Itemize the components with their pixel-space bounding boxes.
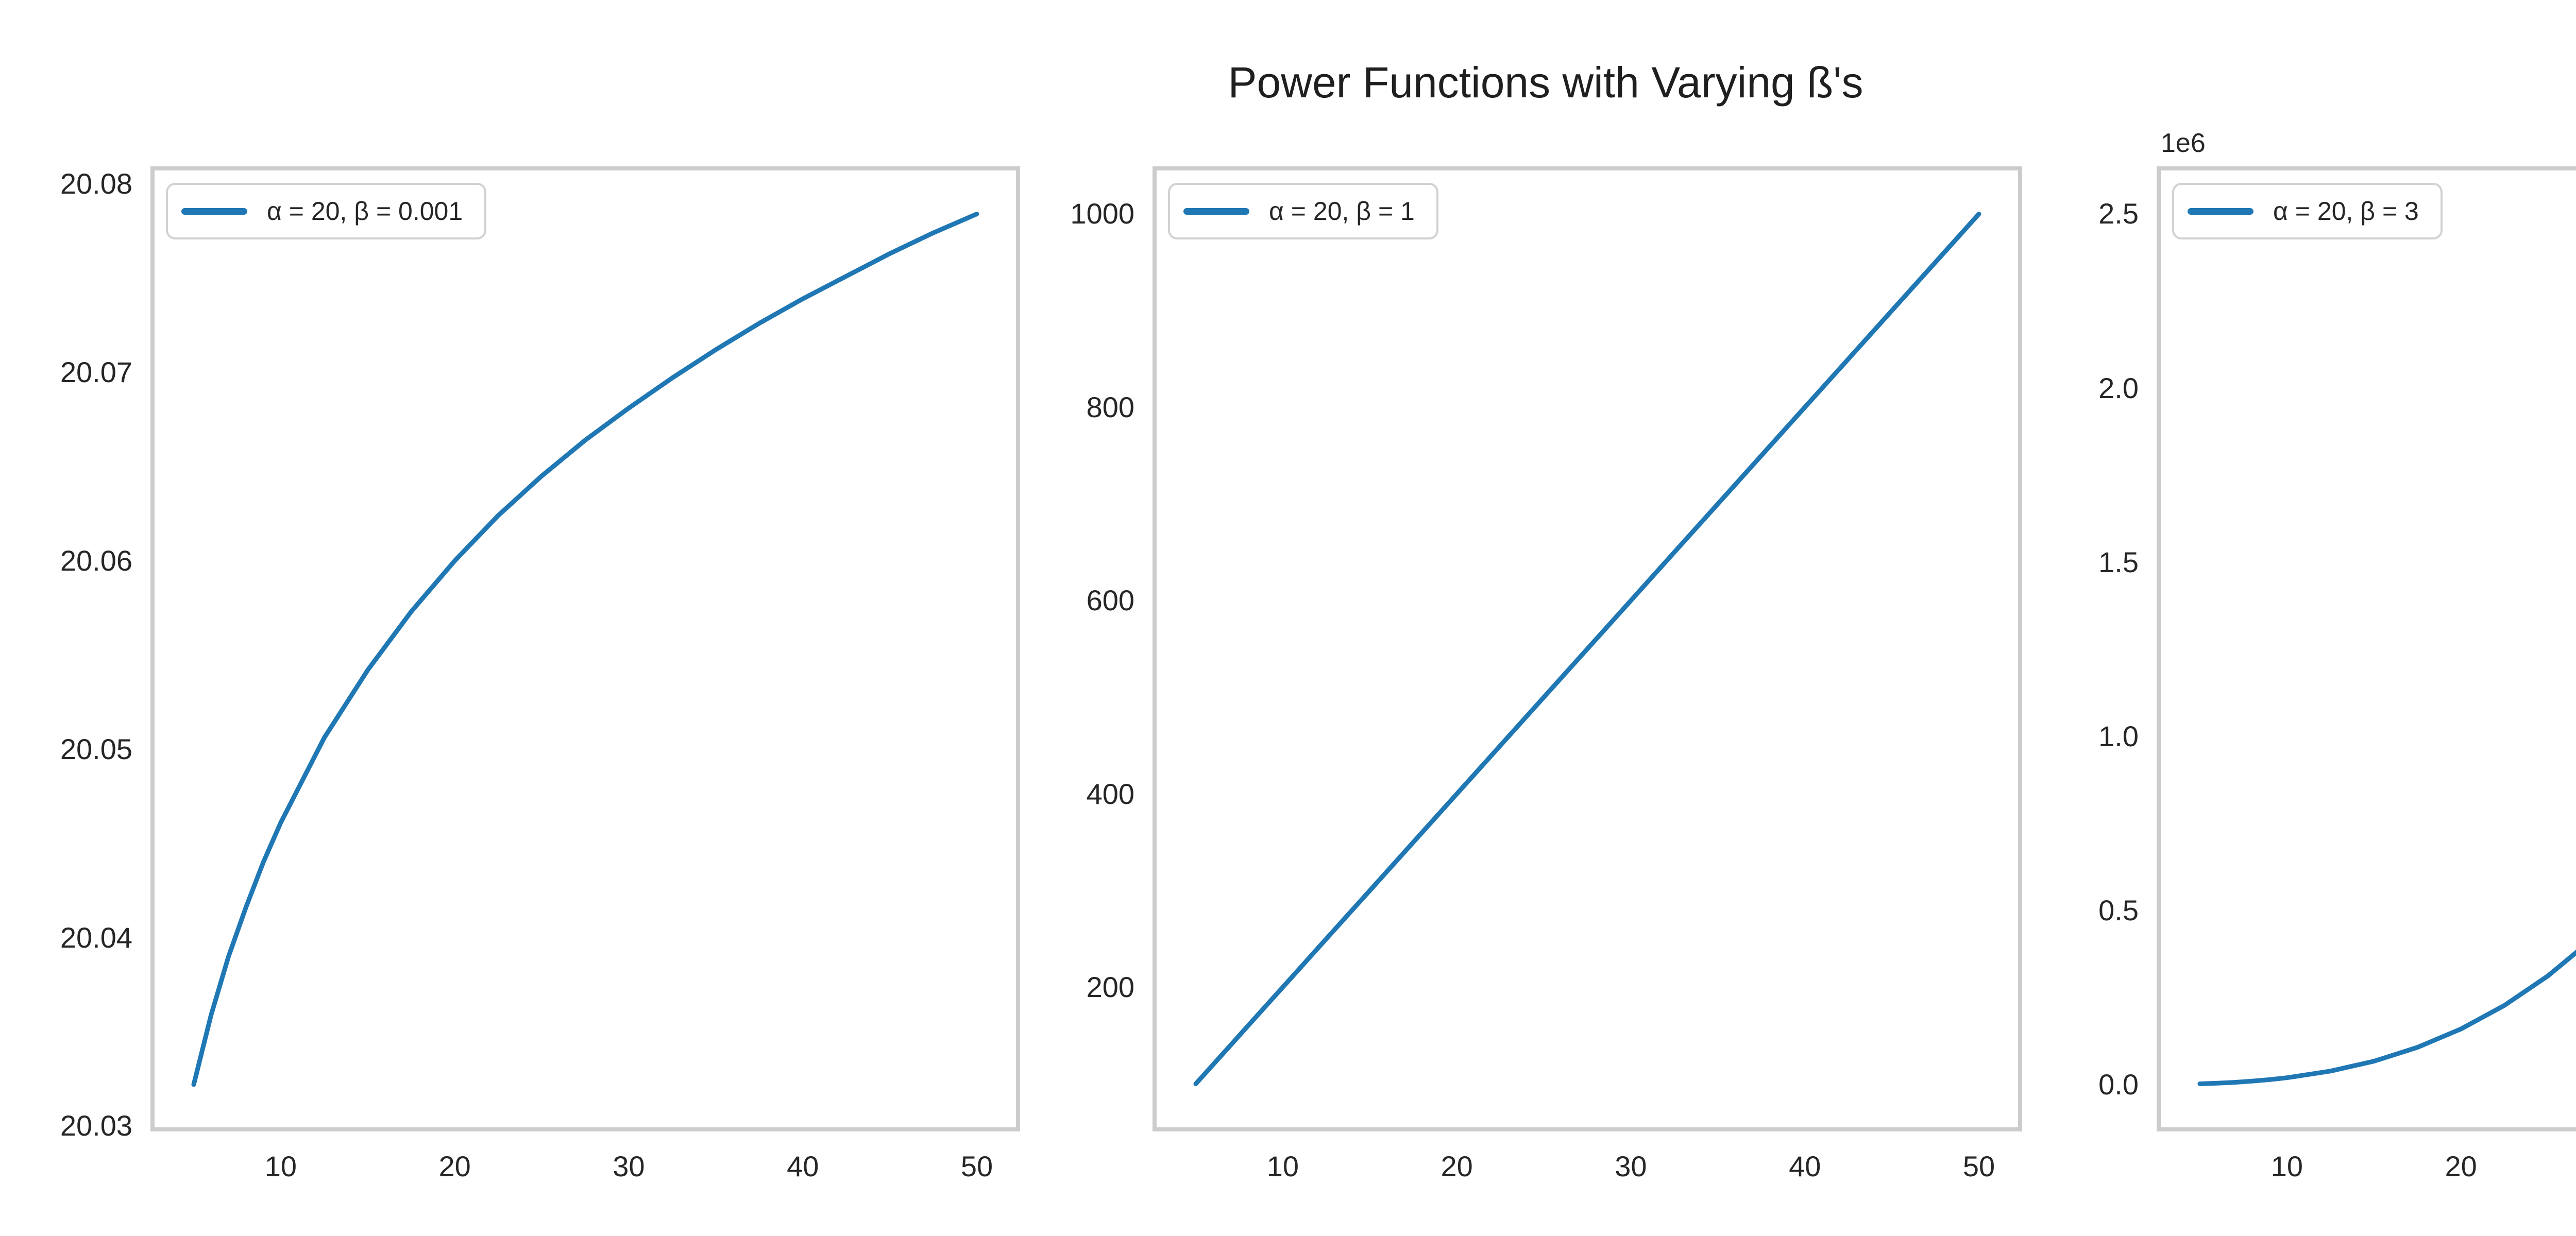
- y-axis-offset-label: 1e6: [2161, 128, 2206, 158]
- power-curve-beta-3: [2197, 949, 2576, 1086]
- legend-line-sample-icon: [1183, 208, 1249, 215]
- y-tick-label: 400: [1086, 777, 1134, 810]
- y-tick-label: 1.0: [2098, 719, 2139, 752]
- subplot-beta-3: α = 20, β = 3: [2157, 166, 2576, 1131]
- x-tick-label: 10: [264, 1150, 297, 1182]
- y-tick-label: 800: [1086, 390, 1134, 423]
- y-tick-label: 200: [1086, 970, 1134, 1003]
- legend-box: α = 20, β = 0.001: [166, 183, 487, 239]
- y-tick-label: 20.07: [60, 355, 132, 388]
- y-tick-label: 1.5: [2098, 545, 2139, 578]
- y-tick-label: 0.0: [2098, 1068, 2139, 1101]
- figure-title: Power Functions with Varying ß's: [1228, 58, 1863, 107]
- y-tick-label: 20.04: [60, 921, 132, 954]
- y-tick-label: 600: [1086, 584, 1134, 617]
- x-tick-label: 10: [2270, 1150, 2303, 1182]
- legend-box: α = 20, β = 1: [1168, 183, 1438, 239]
- x-tick-label: 10: [1266, 1150, 1299, 1182]
- x-tick-label: 30: [2573, 1151, 2576, 1182]
- x-tick-label: 30: [613, 1150, 645, 1182]
- x-tick-label: 50: [960, 1150, 993, 1182]
- x-tick-label: 40: [787, 1150, 819, 1182]
- y-tick-label: 1000: [1070, 197, 1134, 230]
- y-tick-label: 2.0: [2098, 371, 2139, 404]
- legend-line-sample-icon: [181, 208, 247, 215]
- y-tick-label: 2.5: [2098, 197, 2139, 230]
- subplot-beta-1: α = 20, β = 1: [1153, 166, 2022, 1131]
- y-tick-label: 20.08: [60, 167, 132, 200]
- legend-label: α = 20, β = 3: [2273, 197, 2419, 226]
- y-tick-label: 0.5: [2098, 894, 2139, 927]
- subplot-beta-0001: α = 20, β = 0.001: [150, 166, 1020, 1131]
- x-tick-label: 20: [438, 1150, 471, 1182]
- legend-label: α = 20, β = 0.001: [267, 197, 463, 226]
- y-tick-label: 20.05: [60, 732, 132, 765]
- x-tick-label: 50: [1962, 1150, 1995, 1182]
- x-tick-label: 30: [1615, 1150, 1647, 1182]
- power-curve-beta-0001: [191, 212, 979, 1087]
- legend-line-sample-icon: [2188, 208, 2253, 215]
- legend-label: α = 20, β = 1: [1269, 197, 1415, 226]
- y-tick-label: 20.06: [60, 544, 132, 577]
- x-tick-label: 20: [2445, 1150, 2477, 1182]
- power-curve-beta-1: [1193, 212, 1981, 1086]
- x-tick-label: 40: [1789, 1150, 1821, 1182]
- x-tick-label: 20: [1440, 1150, 1473, 1182]
- legend-box: α = 20, β = 3: [2172, 183, 2443, 239]
- y-tick-label: 20.03: [60, 1109, 132, 1142]
